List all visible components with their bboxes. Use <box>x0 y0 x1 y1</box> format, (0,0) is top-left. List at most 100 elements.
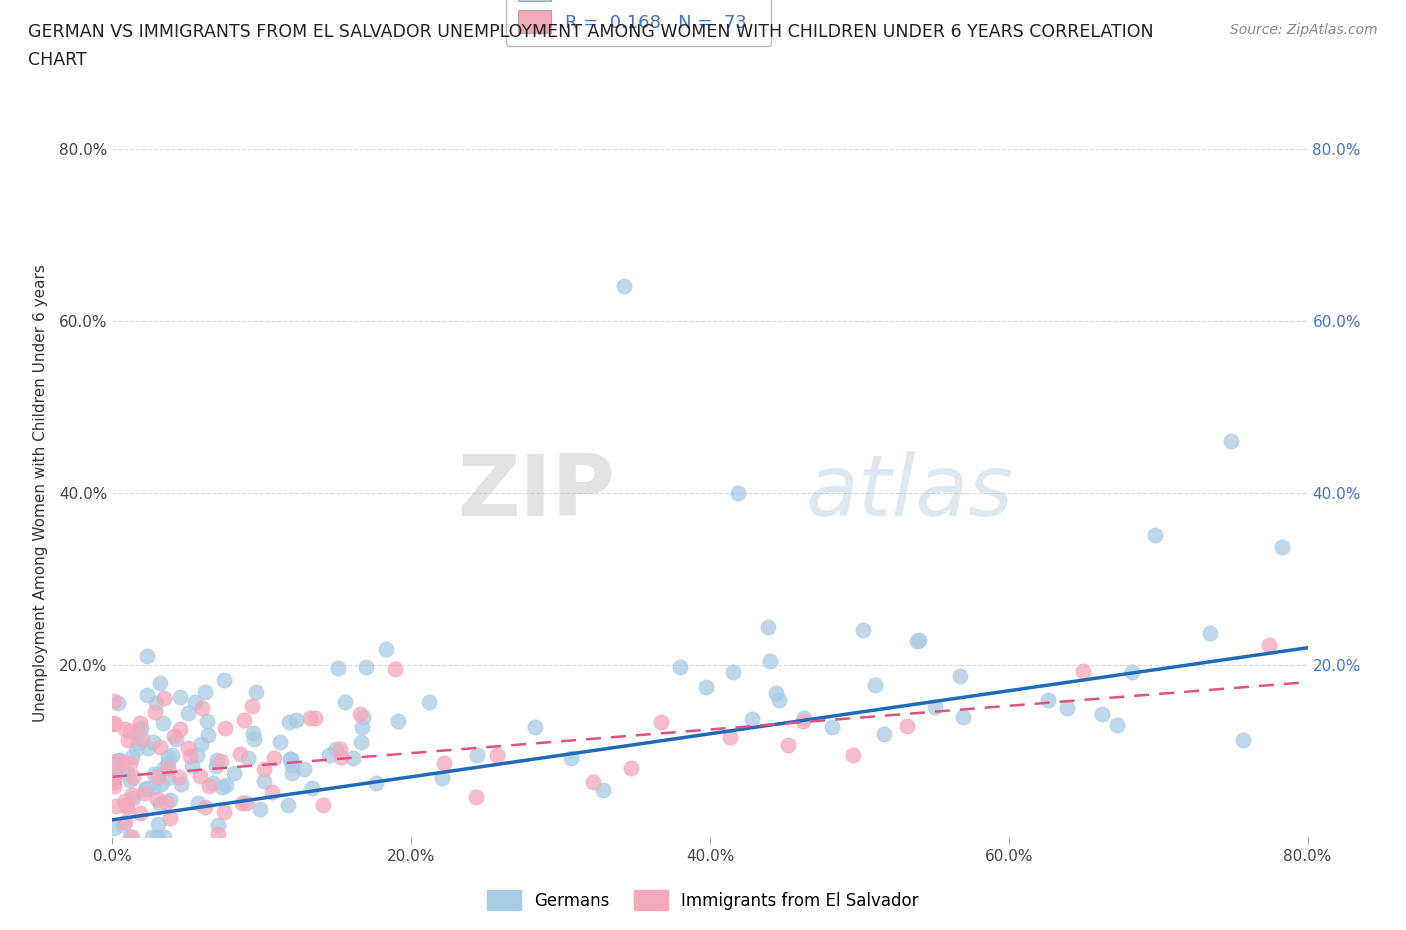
Point <box>104 753 127 768</box>
Point <box>292 762 315 777</box>
Point <box>354 659 377 674</box>
Point <box>280 752 302 767</box>
Point <box>103 820 125 835</box>
Point <box>756 619 779 634</box>
Point <box>194 684 217 699</box>
Point <box>253 761 276 776</box>
Point <box>107 696 129 711</box>
Point <box>269 734 291 749</box>
Point <box>148 769 170 784</box>
Point <box>136 740 159 755</box>
Point <box>280 751 302 766</box>
Point <box>114 793 136 808</box>
Point <box>134 782 156 797</box>
Point <box>240 698 263 713</box>
Point <box>318 748 340 763</box>
Point <box>205 752 228 767</box>
Point <box>1270 539 1292 554</box>
Point <box>350 735 373 750</box>
Point <box>121 788 143 803</box>
Text: CHART: CHART <box>28 51 87 69</box>
Point <box>207 827 229 842</box>
Point <box>149 797 172 812</box>
Point <box>1071 663 1094 678</box>
Point <box>120 772 142 787</box>
Point <box>152 690 174 705</box>
Point <box>104 763 127 777</box>
Point <box>117 765 139 780</box>
Point <box>195 714 218 729</box>
Point <box>190 737 212 751</box>
Point <box>186 748 208 763</box>
Point <box>103 693 125 708</box>
Point <box>170 777 193 791</box>
Point <box>169 769 191 784</box>
Point <box>153 830 176 844</box>
Point <box>792 714 814 729</box>
Point <box>129 723 152 737</box>
Point <box>184 695 207 710</box>
Point <box>135 780 157 795</box>
Point <box>209 754 232 769</box>
Point <box>231 795 253 810</box>
Point <box>352 710 374 724</box>
Point <box>432 770 454 785</box>
Point <box>142 779 165 794</box>
Point <box>741 711 763 726</box>
Point <box>620 761 643 776</box>
Point <box>1257 637 1279 652</box>
Point <box>243 731 266 746</box>
Point <box>278 714 301 729</box>
Point <box>277 798 299 813</box>
Point <box>188 768 211 783</box>
Point <box>103 778 125 793</box>
Point <box>1056 701 1078 716</box>
Point <box>187 795 209 810</box>
Point <box>202 776 225 790</box>
Point <box>131 731 153 746</box>
Point <box>146 766 169 781</box>
Point <box>107 764 129 779</box>
Text: Source: ZipAtlas.com: Source: ZipAtlas.com <box>1230 23 1378 37</box>
Point <box>465 748 488 763</box>
Point <box>285 712 308 727</box>
Point <box>122 769 145 784</box>
Point <box>136 688 159 703</box>
Point <box>121 750 143 764</box>
Point <box>108 753 131 768</box>
Point <box>143 705 166 720</box>
Point <box>727 485 749 500</box>
Point <box>146 830 169 844</box>
Point <box>176 740 198 755</box>
Point <box>384 661 406 676</box>
Point <box>165 732 187 747</box>
Point <box>121 791 143 806</box>
Point <box>103 715 125 730</box>
Point <box>159 793 181 808</box>
Point <box>364 776 387 790</box>
Point <box>197 727 219 742</box>
Text: ZIP: ZIP <box>457 451 614 535</box>
Point <box>160 748 183 763</box>
Point <box>387 713 409 728</box>
Point <box>328 661 350 676</box>
Point <box>105 798 128 813</box>
Point <box>1219 433 1241 449</box>
Point <box>299 711 322 725</box>
Point <box>136 648 159 663</box>
Point <box>103 775 125 790</box>
Point <box>759 653 782 668</box>
Point <box>169 690 191 705</box>
Point <box>141 830 163 844</box>
Legend: R =  0.464   N =  126, R =  0.168   N =  73: R = 0.464 N = 126, R = 0.168 N = 73 <box>506 0 770 46</box>
Point <box>721 664 744 679</box>
Point <box>105 763 128 777</box>
Point <box>863 678 886 693</box>
Point <box>350 720 373 735</box>
Point <box>115 799 138 814</box>
Point <box>560 751 582 765</box>
Point <box>103 716 125 731</box>
Point <box>1232 733 1254 748</box>
Point <box>121 830 143 844</box>
Point <box>163 729 186 744</box>
